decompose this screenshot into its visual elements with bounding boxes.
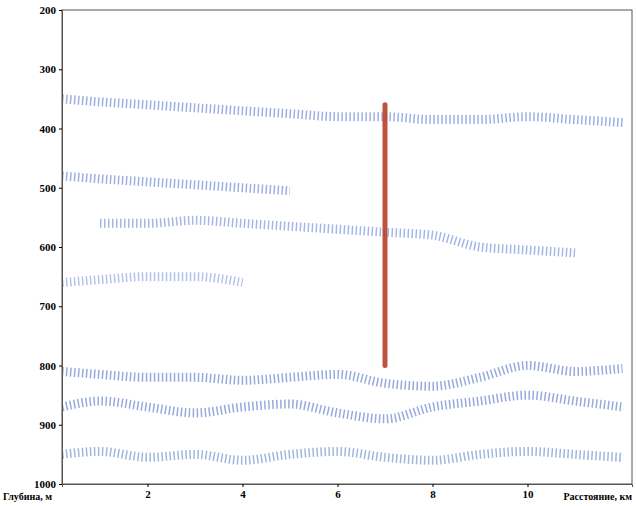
chart: 200 300 400 500 600 700 800 900 1000 2 4 6 8 10 Глубин… [0, 0, 636, 506]
scattering-layer [62, 176, 290, 191]
scattering-layer [62, 451, 623, 460]
scattering-layer [62, 99, 623, 123]
y-tick-mark [59, 425, 62, 426]
y-tick: 1000 [34, 478, 62, 490]
scattering-layer [62, 277, 243, 283]
x-axis-line [63, 485, 633, 488]
y-tick-label: 1000 [34, 478, 57, 490]
x-tick: 4 [240, 484, 246, 500]
x-tick-mark [338, 484, 339, 487]
y-tick: 900 [40, 419, 63, 431]
y-tick: 300 [40, 63, 63, 75]
y-tick-mark [59, 10, 62, 11]
plot: 200 300 400 500 600 700 800 900 1000 2 4 6 8 10 [34, 4, 633, 500]
y-tick-label: 700 [40, 300, 57, 312]
x-tick-mark [243, 484, 244, 487]
y-axis: 200 300 400 500 600 700 800 900 1000 [34, 4, 63, 490]
y-axis-line [59, 11, 63, 485]
plot-frame [62, 10, 632, 484]
x-tick-mark [433, 484, 434, 487]
marks [62, 99, 623, 460]
y-tick: 200 [40, 4, 63, 16]
y-tick: 800 [40, 360, 63, 372]
y-tick: 500 [40, 182, 63, 194]
y-tick-label: 400 [40, 123, 57, 135]
x-tick: 2 [145, 484, 151, 500]
x-tick: 6 [335, 484, 341, 500]
y-tick-mark [59, 484, 62, 485]
y-tick: 400 [40, 123, 63, 135]
plume [383, 105, 388, 366]
y-axis-title: Глубина, м [3, 491, 52, 502]
scattering-layer [100, 220, 575, 253]
x-tick-label: 6 [335, 488, 341, 500]
x-tick-label: 2 [145, 488, 151, 500]
y-tick-mark [59, 306, 62, 307]
y-tick-mark [59, 129, 62, 130]
x-tick: 8 [430, 484, 436, 500]
x-axis-title: Расстояние, км [563, 491, 632, 502]
x-tick: 10 [523, 484, 535, 500]
x-tick-mark [148, 484, 149, 487]
y-tick-mark [59, 69, 62, 70]
x-tick-mark [528, 484, 529, 487]
y-tick-label: 900 [40, 419, 57, 431]
y-tick-mark [59, 247, 62, 248]
y-tick-mark [59, 366, 62, 367]
y-tick-label: 200 [40, 4, 57, 16]
y-tick-label: 500 [40, 182, 57, 194]
scattering-layer [62, 395, 623, 419]
y-tick-label: 600 [40, 241, 57, 253]
x-tick-label: 4 [240, 488, 246, 500]
scattering-layer [62, 366, 623, 387]
y-tick-mark [59, 188, 62, 189]
x-tick-label: 8 [430, 488, 436, 500]
x-tick-label: 10 [523, 488, 535, 500]
y-tick-label: 300 [40, 63, 57, 75]
x-axis: 2 4 6 8 10 [63, 484, 633, 500]
y-tick: 700 [40, 300, 63, 312]
y-tick-label: 800 [40, 360, 57, 372]
y-tick: 600 [40, 241, 63, 253]
